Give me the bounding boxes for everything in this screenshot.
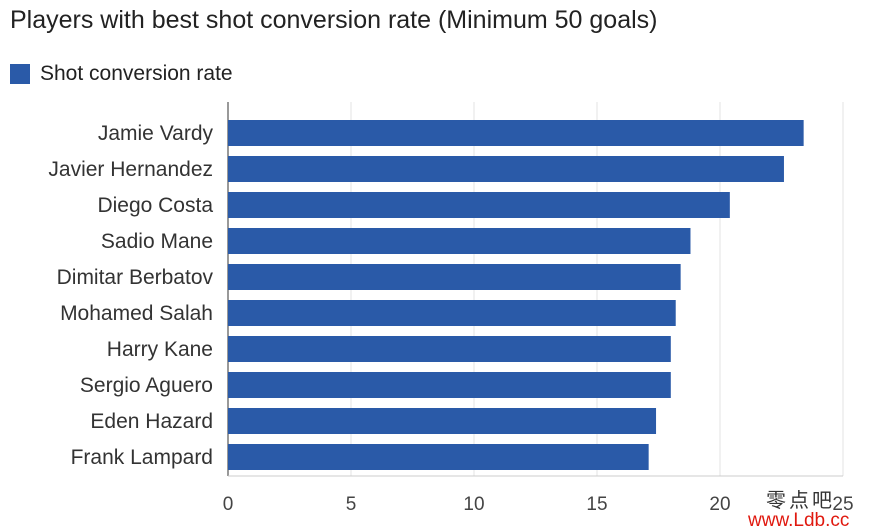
bar xyxy=(228,300,676,326)
category-label: Jamie Vardy xyxy=(98,122,214,145)
legend-swatch xyxy=(10,64,30,84)
bar xyxy=(228,192,730,218)
category-label: Sergio Aguero xyxy=(80,374,213,397)
bar xyxy=(228,408,657,434)
category-label: Eden Hazard xyxy=(90,410,213,433)
category-label: Sadio Mane xyxy=(101,230,213,253)
x-tick-label: 10 xyxy=(463,494,484,515)
legend-label: Shot conversion rate xyxy=(40,62,233,85)
legend: Shot conversion rate xyxy=(10,62,233,86)
bar xyxy=(228,264,681,290)
bar xyxy=(228,336,671,362)
category-label: Harry Kane xyxy=(107,338,213,361)
category-label: Javier Hernandez xyxy=(48,158,213,181)
bar xyxy=(228,372,671,398)
bar xyxy=(228,444,649,470)
chart-title: Players with best shot conversion rate (… xyxy=(10,6,658,34)
watermark-url: www.Ldb.cc xyxy=(748,510,850,531)
category-label: Mohamed Salah xyxy=(60,302,213,325)
bar xyxy=(228,228,691,254)
bar xyxy=(228,156,784,182)
category-label: Frank Lampard xyxy=(71,446,213,469)
bar xyxy=(228,120,804,146)
x-tick-label: 20 xyxy=(709,494,730,515)
category-label: Dimitar Berbatov xyxy=(57,266,214,289)
x-tick-label: 15 xyxy=(586,494,607,515)
x-tick-label: 0 xyxy=(223,494,234,515)
watermark-logo-text: 零点吧 xyxy=(766,488,835,512)
category-label: Diego Costa xyxy=(97,194,213,217)
x-tick-label: 5 xyxy=(346,494,357,515)
x-tick-label: 25 xyxy=(832,494,853,515)
